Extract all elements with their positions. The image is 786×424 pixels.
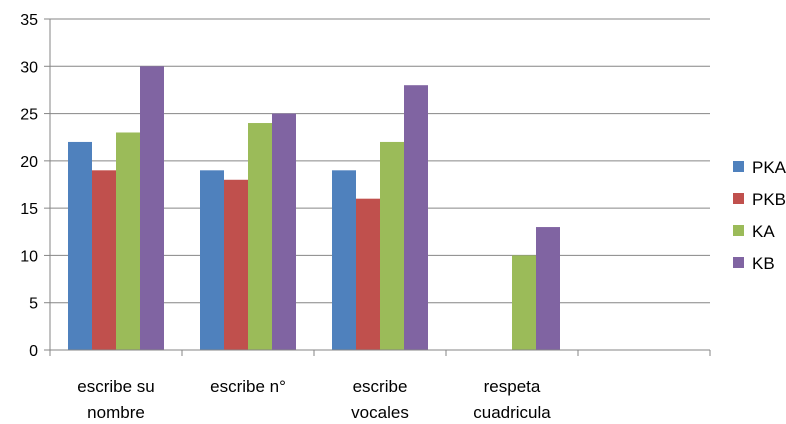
x-category-label: nombre <box>87 403 145 422</box>
bar-pka-1 <box>200 170 224 350</box>
y-tick-label: 35 <box>20 12 38 29</box>
bar-kb-0 <box>140 66 164 351</box>
axes <box>44 18 711 356</box>
x-category-label: escribe <box>353 377 408 396</box>
bars-group <box>68 66 560 351</box>
x-category-label: vocales <box>351 403 409 422</box>
x-category-label: respeta <box>484 377 541 396</box>
x-category-label: cuadricula <box>473 403 551 422</box>
bar-kb-1 <box>272 113 296 350</box>
y-tick-labels: 0 5 10 15 20 25 30 35 <box>20 12 38 360</box>
x-category-label: escribe n° <box>210 377 286 396</box>
bar-pka-0 <box>68 141 92 350</box>
legend-swatch-pka <box>733 161 744 172</box>
legend-swatch-pkb <box>733 193 744 204</box>
bar-pkb-2 <box>356 198 380 350</box>
legend: PKA PKB KA KB <box>733 158 786 273</box>
y-tick-label: 30 <box>20 59 38 76</box>
bar-ka-1 <box>248 123 272 351</box>
y-tick-label: 20 <box>20 154 38 171</box>
y-tick-label: 5 <box>29 296 38 313</box>
legend-label-pka: PKA <box>752 158 786 177</box>
bar-ka-0 <box>116 132 140 350</box>
y-tick-label: 10 <box>20 248 38 265</box>
y-tick-label: 25 <box>20 107 38 124</box>
bar-kb-3 <box>536 227 560 350</box>
legend-swatch-kb <box>733 257 744 268</box>
legend-swatch-ka <box>733 225 744 236</box>
bar-pkb-1 <box>224 179 248 350</box>
y-tick-label: 0 <box>29 343 38 360</box>
bar-ka-2 <box>380 141 404 350</box>
bar-pkb-0 <box>92 170 116 350</box>
x-category-label: escribe su <box>77 377 154 396</box>
bar-pka-2 <box>332 170 356 350</box>
x-category-labels: escribe su nombre escribe n° escribe vocales… <box>77 377 551 422</box>
legend-label-ka: KA <box>752 222 775 241</box>
bar-kb-2 <box>404 85 428 350</box>
legend-label-pkb: PKB <box>752 190 786 209</box>
legend-label-kb: KB <box>752 254 775 273</box>
bar-ka-3 <box>512 255 536 350</box>
y-tick-label: 15 <box>20 201 38 218</box>
